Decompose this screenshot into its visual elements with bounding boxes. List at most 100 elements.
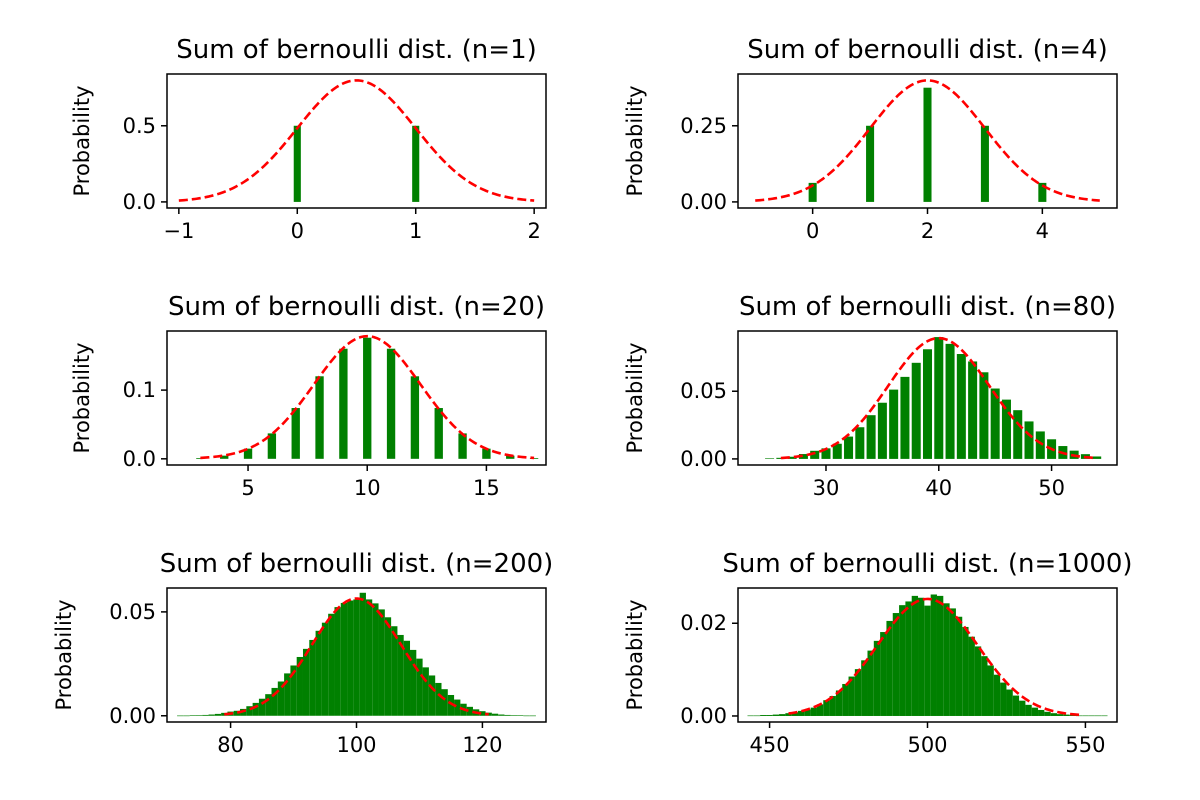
bar-series [808, 87, 1047, 202]
y-tick-label: 0.00 [109, 704, 156, 728]
bar [934, 337, 944, 459]
bar [880, 632, 887, 716]
bar [1000, 682, 1007, 716]
bar [924, 605, 931, 716]
bar [339, 348, 348, 459]
bar [873, 640, 881, 716]
bar [353, 599, 360, 716]
bar [832, 443, 842, 459]
bar [1044, 711, 1051, 716]
bar [397, 634, 404, 716]
bar [246, 706, 253, 716]
bar [968, 636, 975, 716]
bar [258, 698, 266, 716]
bar [372, 603, 379, 716]
y-tick-label: 0.1 [123, 378, 156, 402]
bar [466, 706, 473, 716]
bar [816, 704, 824, 716]
y-tick-label: 0.25 [680, 114, 727, 138]
bar [428, 675, 436, 716]
bar [267, 433, 277, 459]
bar [945, 343, 955, 459]
bar [867, 650, 874, 716]
bar [410, 376, 420, 459]
x-tick-label: 2 [527, 219, 540, 243]
bar [1019, 700, 1026, 716]
bar [1024, 421, 1034, 459]
bar [911, 595, 919, 716]
y-tick-label: 0.00 [680, 447, 727, 471]
chart-title: Sum of bernoulli dist. (n=1000) [722, 549, 1132, 579]
bar [422, 667, 429, 716]
normal-curve-line [788, 597, 1080, 717]
bar [956, 354, 966, 459]
bar [403, 640, 411, 716]
bar [271, 687, 278, 716]
x-tick-label: −1 [163, 219, 194, 243]
bar [766, 715, 773, 716]
chart-title: Sum of bernoulli dist. (n=200) [160, 549, 554, 579]
bar [808, 182, 817, 202]
bar [955, 616, 963, 716]
bar [386, 348, 396, 459]
bar [798, 710, 805, 716]
y-axis-label: Probability [70, 85, 94, 196]
bar [899, 605, 906, 716]
bar [321, 622, 329, 716]
subplot-grid: −1 0 1 2 0.0 0.5 Sum of bernoulli dist. (n=1) P… [52, 35, 1133, 757]
bar [434, 408, 443, 459]
bar [359, 592, 366, 716]
bar [506, 455, 515, 459]
bar [517, 715, 524, 716]
bar [363, 337, 372, 459]
bar [787, 456, 797, 459]
subplot-6: 450 500 550 0.00 0.02 Sum of bernoulli dist. … [623, 549, 1133, 757]
subplot-4: 30 40 50 0.00 0.05 Sum of bernoulli dist. (n=… [623, 292, 1118, 500]
bar [842, 683, 849, 716]
bar [918, 597, 925, 716]
subplot-2: 0 2 4 0.00 0.25 Sum of bernoulli dist. (n=4) P… [623, 35, 1118, 243]
bar-series [293, 125, 420, 202]
x-tick-label: 80 [217, 733, 244, 757]
bar [347, 600, 354, 716]
bar [177, 715, 184, 717]
bar [949, 608, 956, 716]
bar [1056, 714, 1064, 716]
y-tick-label: 0.5 [123, 114, 156, 138]
bar [930, 594, 937, 716]
bar [821, 448, 831, 459]
bar-series [747, 594, 1108, 717]
x-tick-label: 10 [354, 476, 381, 500]
bar [529, 458, 539, 459]
bar [760, 715, 767, 716]
bar [1075, 715, 1083, 717]
bar [220, 455, 229, 459]
x-tick-label: 450 [750, 733, 790, 757]
bar [410, 649, 417, 716]
bar [835, 690, 843, 716]
y-tick-label: 0.05 [109, 600, 156, 624]
bar [877, 402, 887, 459]
chart-title: Sum of bernoulli dist. (n=4) [747, 35, 1108, 65]
y-tick-label: 0.0 [123, 447, 156, 471]
bar [1031, 707, 1039, 716]
bar [1063, 714, 1070, 716]
x-tick-label: 5 [241, 476, 254, 500]
bar [905, 601, 912, 716]
x-tick-label: 0 [806, 219, 819, 243]
y-tick-label: 0.0 [123, 190, 156, 214]
bar [435, 682, 442, 716]
bar [1006, 689, 1013, 716]
bar [214, 713, 222, 716]
bar [866, 415, 876, 459]
subplot-1: −1 0 1 2 0.0 0.5 Sum of bernoulli dist. (n=1) P… [70, 35, 547, 243]
normal-curve-line [755, 79, 1100, 202]
bar [384, 617, 392, 716]
chart-title: Sum of bernoulli dist. (n=80) [739, 292, 1116, 322]
axes-frame [166, 330, 547, 466]
bar [412, 125, 420, 202]
axes-frame [737, 330, 1118, 466]
bar [391, 626, 398, 716]
